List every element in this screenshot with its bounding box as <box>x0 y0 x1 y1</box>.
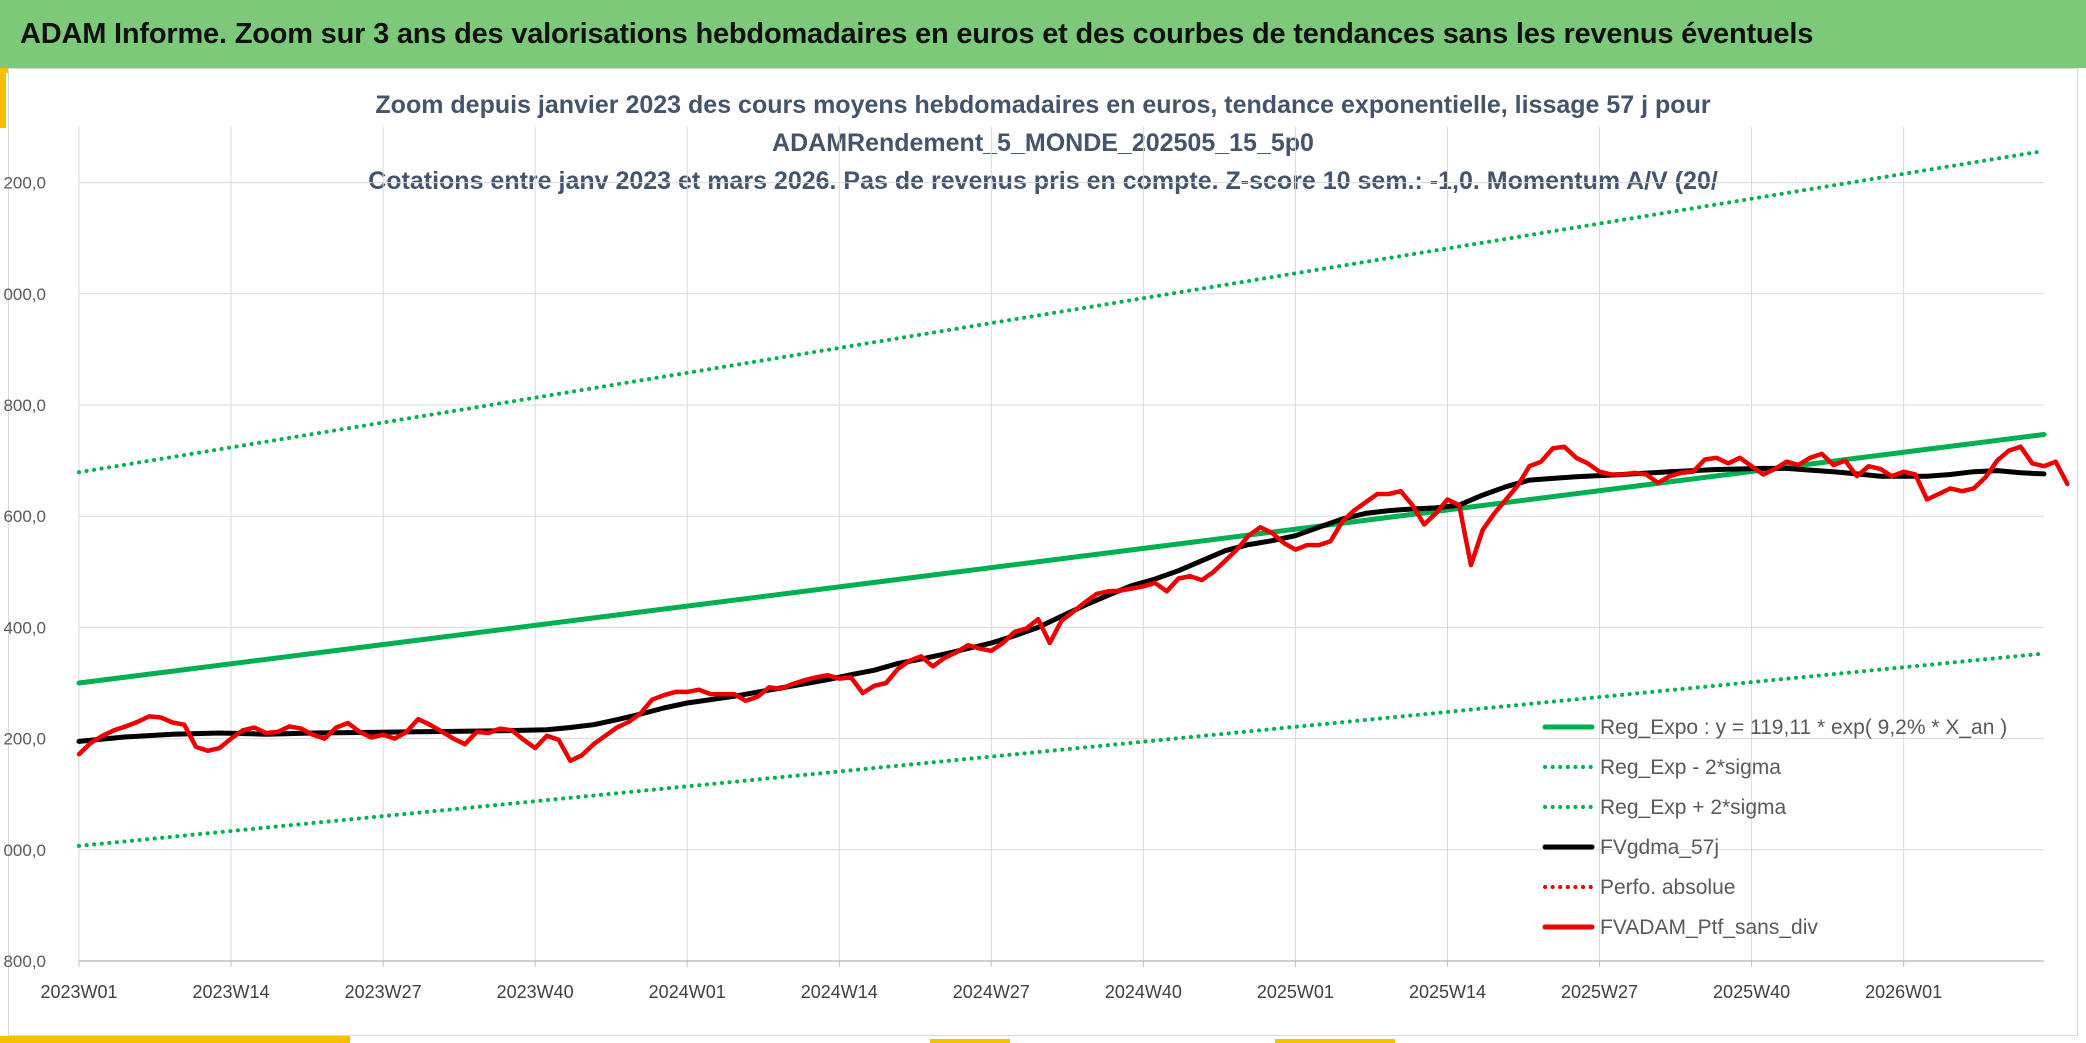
legend: Reg_Expo : y = 119,11 * exp( 9,2% * X_an… <box>1542 716 2007 939</box>
accent-bar-bottom-mid <box>930 1039 1010 1043</box>
y-tick-label: 2 200,0 <box>0 174 46 193</box>
accent-bar-bottom-left <box>0 1036 350 1043</box>
x-tick-label: 2023W01 <box>40 982 117 1002</box>
legend-label: Perfo. absolue <box>1600 876 1735 899</box>
trend-line <box>76 431 2047 686</box>
chart-frame <box>8 68 2078 1036</box>
trend-lower-band <box>77 651 2046 848</box>
x-tick-label: 2023W14 <box>193 982 270 1002</box>
price-line <box>76 444 2070 764</box>
legend-label: Reg_Exp - 2*sigma <box>1600 756 1781 779</box>
legend-label: FVADAM_Ptf_sans_div <box>1600 916 1818 939</box>
x-tick-label: 2025W01 <box>1257 982 1334 1002</box>
y-tick-label: 1 600,0 <box>0 507 46 526</box>
x-tick-label: 2023W27 <box>345 982 422 1002</box>
report-title: ADAM Informe. Zoom sur 3 ans des valoris… <box>20 17 1814 50</box>
chart-title-line-3: Cotations entre janv 2023 et mars 2026. … <box>368 167 1718 195</box>
y-tick-label: 800,0 <box>3 952 46 971</box>
legend-label: Reg_Expo : y = 119,11 * exp( 9,2% * X_an… <box>1600 716 2007 739</box>
legend-label: Reg_Exp + 2*sigma <box>1600 796 1787 819</box>
x-tick-label: 2025W14 <box>1409 982 1486 1002</box>
x-tick-label: 2025W40 <box>1713 982 1790 1002</box>
y-tick-label: 1 000,0 <box>0 841 46 860</box>
x-tick-label: 2026W01 <box>1865 982 1942 1002</box>
x-tick-label: 2023W40 <box>497 982 574 1002</box>
x-tick-label: 2024W27 <box>953 982 1030 1002</box>
x-tick-label: 2025W27 <box>1561 982 1638 1002</box>
x-tick-label: 2024W40 <box>1105 982 1182 1002</box>
smoothed-line <box>76 465 2047 744</box>
accent-bar-bottom-right <box>1275 1039 1395 1043</box>
trend-upper-band <box>77 148 2046 475</box>
series-layer <box>76 148 2070 848</box>
accent-bar-left <box>0 68 6 128</box>
chart-title-line-2: ADAMRendement_5_MONDE_202505_15_5p0 <box>772 129 1314 157</box>
y-tick-label: 1 800,0 <box>0 396 46 415</box>
y-tick-label: 1 200,0 <box>0 730 46 749</box>
grid <box>78 127 2044 962</box>
chart-title-line-1: Zoom depuis janvier 2023 des cours moyen… <box>375 91 1711 119</box>
y-tick-label: 2 000,0 <box>0 285 46 304</box>
x-tick-label: 2024W01 <box>649 982 726 1002</box>
x-tick-label: 2024W14 <box>801 982 878 1002</box>
legend-label: FVgdma_57j <box>1600 836 1719 859</box>
y-tick-label: 1 400,0 <box>0 618 46 637</box>
report-banner: ADAM Informe. Zoom sur 3 ans des valoris… <box>0 0 2086 68</box>
axes: 800,0 1 000,0 1 200,0 1 400,0 1 600,0 1 800,0… <box>0 174 2044 1002</box>
